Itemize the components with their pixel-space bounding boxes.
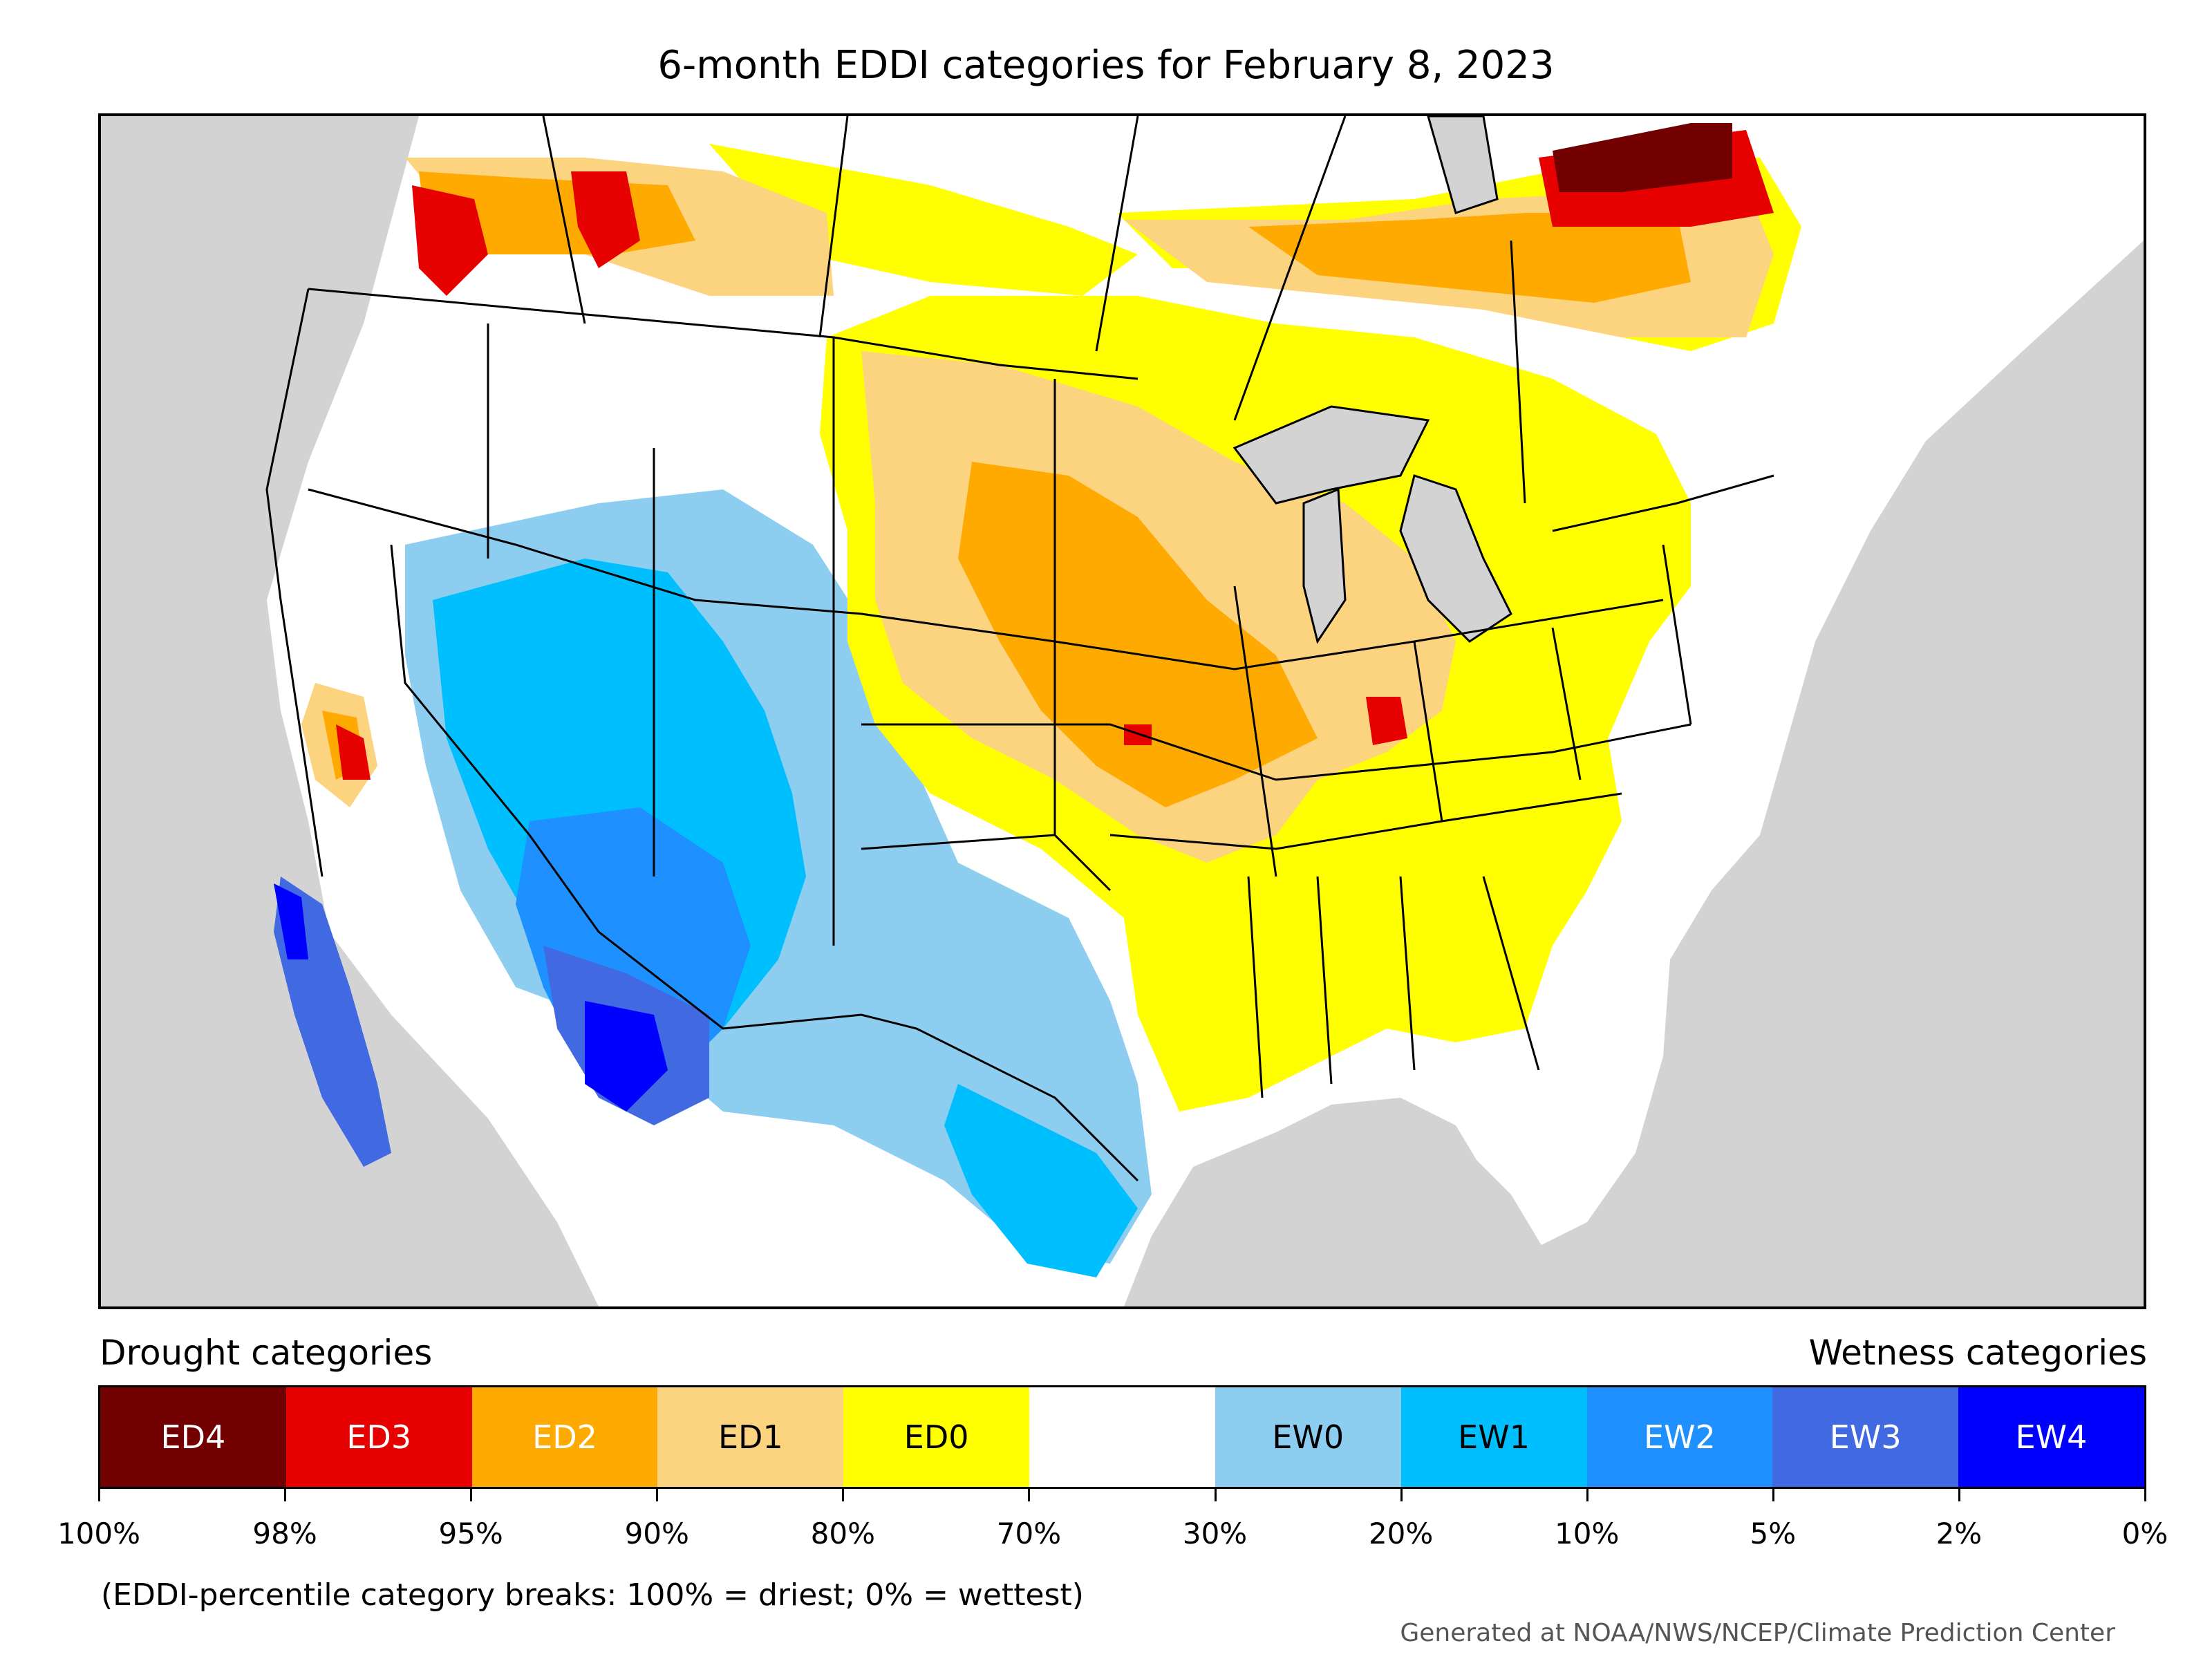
- region-ew4-sonora: [585, 1001, 668, 1112]
- swatch-ew1: EW1: [1400, 1387, 1587, 1487]
- colorbar-tick: [284, 1489, 287, 1501]
- region-ed3-indiana: [1366, 697, 1407, 745]
- swatch-ed2: ED2: [471, 1387, 658, 1487]
- region-ed3-montana: [571, 171, 640, 268]
- eddi-map: [98, 113, 2146, 1309]
- colorbar-tick: [1586, 1489, 1588, 1501]
- colorbar-tick: [1214, 1489, 1217, 1501]
- colorbar-tick-label: 98%: [252, 1517, 317, 1550]
- region-ew1-texas: [944, 1084, 1138, 1277]
- colorbar-tick: [842, 1489, 845, 1501]
- region-ew4-baja: [274, 883, 308, 959]
- region-ed3-northwest: [412, 185, 488, 296]
- region-ed3-iowa: [1124, 724, 1152, 745]
- credit-line: Generated at NOAA/NWS/NCEP/Climate Predi…: [1400, 1619, 2115, 1647]
- region-ed2-midwest: [958, 462, 1318, 807]
- colorbar-tick-label: 20%: [1368, 1517, 1434, 1550]
- colorbar-tick: [2144, 1489, 2146, 1501]
- category-break-note: (EDDI-percentile category breaks: 100% =…: [101, 1577, 1084, 1613]
- colorbar-tick: [656, 1489, 659, 1501]
- swatch-ed1: ED1: [657, 1387, 844, 1487]
- swatch-ed3: ED3: [285, 1387, 472, 1487]
- region-ed0-north: [709, 144, 1138, 296]
- colorbar-tick-label: 30%: [1182, 1517, 1248, 1550]
- colorbar-tick: [1028, 1489, 1031, 1501]
- swatch-ew4: EW4: [1958, 1387, 2144, 1487]
- wetness-categories-label: Wetness categories: [1808, 1333, 2147, 1373]
- swatch-ew2: EW2: [1586, 1387, 1773, 1487]
- region-ed4-quebec: [1553, 123, 1732, 192]
- swatch-ew0: EW0: [1215, 1387, 1401, 1487]
- map-canvas: [101, 116, 2144, 1306]
- swatch-normal: [1029, 1387, 1215, 1487]
- hudson-bay-edge: [1427, 116, 1499, 214]
- swatch-ew3: EW3: [1772, 1387, 1959, 1487]
- colorbar-tick: [1772, 1489, 1774, 1501]
- colorbar-tick: [470, 1489, 473, 1501]
- region-ed3-california: [336, 724, 371, 780]
- swatch-ed4: ED4: [100, 1387, 286, 1487]
- colorbar-tick-label: 100%: [57, 1517, 141, 1550]
- colorbar-tick-label: 2%: [1936, 1517, 1983, 1550]
- political-borders: [265, 116, 1774, 1182]
- gulf-of-mexico: [1138, 1125, 1566, 1306]
- map-title: 6-month EDDI categories for February 8, …: [657, 43, 1555, 88]
- category-colorbar: ED4 ED3 ED2 ED1 ED0 EW0 EW1 EW2 EW3 EW4: [98, 1385, 2146, 1489]
- colorbar-tick-label: 5%: [1750, 1517, 1797, 1550]
- colorbar-tick: [1958, 1489, 1960, 1501]
- colorbar-tick-label: 70%: [996, 1517, 1062, 1550]
- swatch-ed0: ED0: [843, 1387, 1030, 1487]
- region-ed2-quebec: [1248, 213, 1691, 303]
- lake-michigan: [1302, 487, 1347, 644]
- colorbar-tick-label: 0%: [2121, 1517, 2168, 1550]
- colorbar-tick: [1400, 1489, 1403, 1501]
- great-lakes: [1232, 405, 1430, 505]
- drought-categories-label: Drought categories: [100, 1333, 433, 1373]
- lake-huron-erie: [1399, 474, 1512, 643]
- colorbar-tick-label: 90%: [624, 1517, 689, 1550]
- colorbar-tick-label: 95%: [438, 1517, 503, 1550]
- colorbar-tick-label: 80%: [810, 1517, 876, 1550]
- colorbar-tick-label: 10%: [1555, 1517, 1620, 1550]
- colorbar-tick: [98, 1489, 100, 1501]
